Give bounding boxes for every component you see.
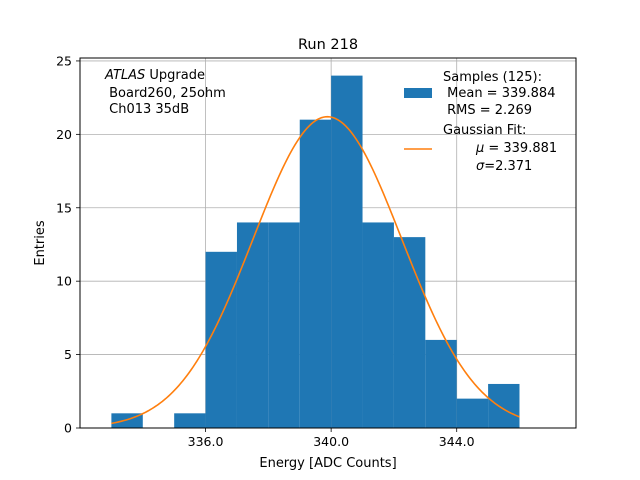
- x-tick-label: 340.0: [313, 434, 349, 449]
- histogram-bar: [174, 413, 206, 428]
- histogram-bar: [425, 339, 457, 428]
- annotation-atlas: ATLAS: [104, 68, 145, 83]
- y-tick-label: 20: [56, 127, 72, 142]
- legend-fit-title: Gaussian Fit:: [443, 123, 526, 138]
- annotation-board: Board260, 25ohm: [105, 86, 226, 101]
- histogram-bars: [111, 75, 520, 429]
- chart-title: Run 218: [298, 37, 358, 53]
- legend-samples-rms: RMS = 2.269: [443, 103, 532, 118]
- annotation-upgrade: Upgrade: [145, 68, 205, 83]
- svg-text:μ = 339.881: μ = 339.881: [447, 141, 578, 156]
- legend-samples-mean: Mean = 339.884: [443, 86, 555, 101]
- legend-samples-title: Samples (125):: [443, 70, 542, 85]
- y-tick-label: 15: [56, 200, 72, 215]
- y-axis-label: Entries: [33, 220, 48, 266]
- x-axis-ticks: 336.0 340.0 344.0: [188, 428, 475, 449]
- legend-fit-sigma: =2.371: [484, 159, 532, 174]
- y-tick-label: 10: [56, 274, 72, 289]
- y-tick-label: 25: [56, 53, 72, 68]
- legend-sigma-symbol: σ: [476, 159, 485, 174]
- histogram-bar: [236, 222, 269, 428]
- gaussian-fit-curve: [111, 115, 520, 425]
- atlas-annotation: ATLAS Upgrade Board260, 25ohm Ch013 35dB: [104, 68, 226, 117]
- y-axis-ticks: 0 5 10 15 20 25: [56, 53, 80, 436]
- plot-frame: [79, 57, 577, 429]
- svg-text:ATLAS Upgrade: ATLAS Upgrade: [104, 68, 205, 83]
- histogram-bar: [488, 383, 520, 428]
- histogram-bar: [205, 251, 237, 428]
- x-tick-label: 344.0: [439, 434, 475, 449]
- x-axis-label: Energy [ADC Counts]: [259, 456, 396, 471]
- legend-fit-mu: = 339.881: [484, 141, 557, 156]
- histogram-bar: [268, 222, 300, 428]
- legend-mu-symbol: μ: [475, 141, 484, 156]
- y-tick-label: 0: [64, 421, 72, 436]
- histogram-bar: [456, 398, 489, 428]
- histogram-bar: [362, 222, 394, 428]
- histogram-bar: [331, 75, 363, 428]
- legend: Samples (125): Mean = 339.884 RMS = 2.26…: [404, 70, 578, 174]
- legend-samples-swatch: [404, 88, 432, 98]
- histogram-bar: [299, 119, 332, 429]
- histogram-bar: [393, 237, 426, 428]
- svg-text:σ=2.371: σ=2.371: [447, 159, 553, 174]
- annotation-channel: Ch013 35dB: [105, 102, 189, 117]
- x-tick-label: 336.0: [188, 434, 224, 449]
- y-tick-label: 5: [64, 347, 72, 362]
